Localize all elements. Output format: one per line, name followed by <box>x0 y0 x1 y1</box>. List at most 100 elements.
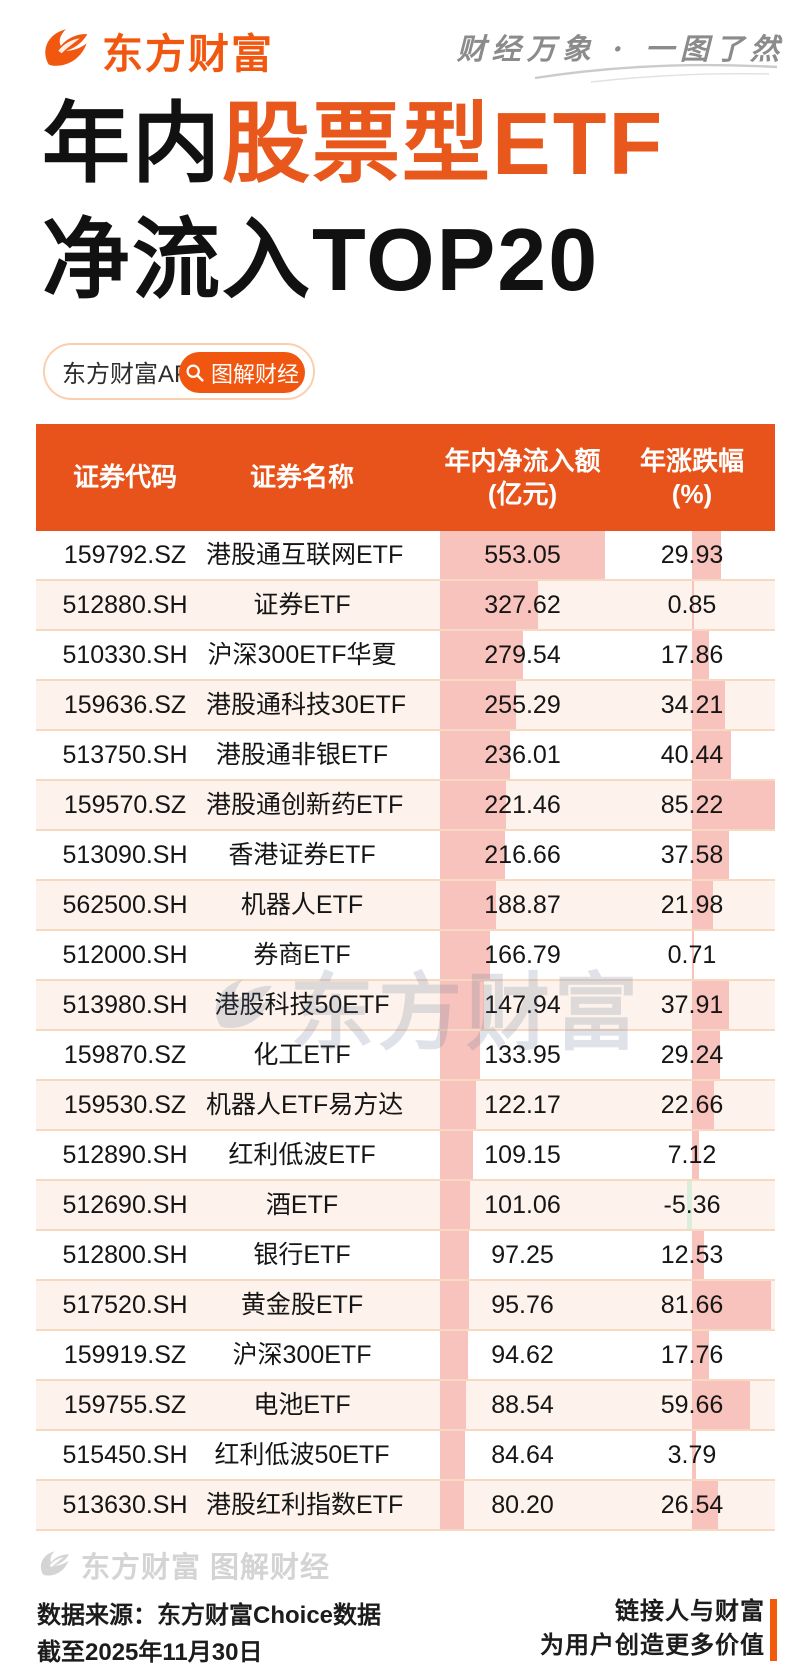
pct-change-bar <box>692 831 729 879</box>
table-row: 159636.SZ 港股通科技30ETF 255.29 34.21 <box>36 681 775 731</box>
header-inflow: 年内净流入额 (亿元) <box>444 445 601 509</box>
table-header: 证券代码 证券名称 年内净流入额 (亿元) 年涨跌幅 (%) <box>36 424 775 531</box>
inflow-value-cell: 97.25 <box>491 1241 554 1269</box>
pct-change-bar <box>692 1281 772 1329</box>
table-row: 159530.SZ 机器人ETF易方达 122.17 22.66 <box>36 1081 775 1131</box>
name-cell: 沪深300ETF <box>232 1341 372 1369</box>
inflow-value-cell: 188.87 <box>484 891 561 919</box>
inflow-bar <box>440 581 538 629</box>
code-cell: 512000.SH <box>62 941 188 969</box>
name-cell: 香港证券ETF <box>228 841 376 869</box>
etf-table: 证券代码 证券名称 年内净流入额 (亿元) 年涨跌幅 (%) 159792.SZ 港股… <box>36 424 775 1531</box>
inflow-value-cell: 221.46 <box>484 791 561 819</box>
app-promo-pill[interactable]: 东方财富APP 图解财经 <box>43 343 315 400</box>
code-cell: 159870.SZ <box>63 1041 187 1069</box>
pct-value-cell: 29.24 <box>660 1041 724 1069</box>
table-row: 512000.SH 券商ETF 166.79 0.71 <box>36 931 775 981</box>
code-cell: 159919.SZ <box>63 1341 187 1369</box>
table-row: 515450.SH 红利低波50ETF 84.64 3.79 <box>36 1431 775 1481</box>
pct-change-bar <box>692 781 775 829</box>
table-row: 512880.SH 证券ETF 327.62 0.85 <box>36 581 775 631</box>
name-cell: 黄金股ETF <box>240 1291 364 1319</box>
pct-value-cell: 12.53 <box>660 1241 724 1269</box>
code-cell: 513630.SH <box>62 1491 188 1519</box>
name-cell: 机器人ETF <box>240 891 364 919</box>
eastmoney-leaf-icon <box>40 1551 69 1576</box>
inflow-bar <box>440 1081 477 1129</box>
data-source: 数据来源：东方财富Choice数据 截至2025年11月30日 <box>37 1597 381 1671</box>
inflow-bar <box>440 681 517 729</box>
table-row: 159792.SZ 港股通互联网ETF 553.05 29.93 <box>36 531 775 581</box>
code-cell: 512890.SH <box>62 1141 188 1169</box>
name-cell: 化工ETF <box>253 1041 351 1069</box>
name-cell: 酒ETF <box>265 1191 339 1219</box>
pct-change-bar <box>692 631 710 679</box>
name-cell: 机器人ETF易方达 <box>206 1091 404 1119</box>
inflow-value-cell: 553.05 <box>484 541 561 569</box>
pct-change-bar <box>692 581 694 629</box>
name-cell: 港股通科技30ETF <box>206 691 407 719</box>
pct-change-bar <box>692 1231 705 1279</box>
pct-value-cell: 22.66 <box>660 1091 724 1119</box>
pct-change-bar <box>692 1131 699 1179</box>
name-cell: 沪深300ETF华夏 <box>207 641 397 669</box>
name-cell: 港股通创新药ETF <box>206 791 404 819</box>
inflow-bar <box>440 531 605 579</box>
pct-change-bar <box>692 1031 721 1079</box>
pct-value-cell: 7.12 <box>667 1141 717 1169</box>
table-row: 513090.SH 香港证券ETF 216.66 37.58 <box>36 831 775 881</box>
code-cell: 515450.SH <box>62 1441 188 1469</box>
code-cell: 159530.SZ <box>63 1091 187 1119</box>
code-cell: 513750.SH <box>62 741 188 769</box>
pct-value-cell: 40.44 <box>660 741 724 769</box>
pct-value-cell: 0.71 <box>667 941 717 969</box>
inflow-value-cell: 109.15 <box>484 1141 561 1169</box>
slogan-accent-bar <box>770 1599 777 1661</box>
inflow-bar <box>440 981 485 1029</box>
footer-watermark-text: 东方财富 图解财经 <box>81 1552 331 1584</box>
inflow-bar <box>440 631 524 679</box>
inflow-bar <box>440 1181 471 1229</box>
inflow-value-cell: 84.64 <box>491 1441 554 1469</box>
pct-value-cell: 37.91 <box>660 991 724 1019</box>
pct-change-bar <box>692 1331 710 1379</box>
slogan-line1: 链接人与财富 <box>615 1598 765 1625</box>
table-row: 512690.SH 酒ETF 101.06 -5.36 <box>36 1181 775 1231</box>
inflow-bar <box>440 1231 469 1279</box>
pct-value-cell: 3.79 <box>667 1441 717 1469</box>
pct-change-bar <box>692 981 729 1029</box>
name-cell: 港股通非银ETF <box>215 741 389 769</box>
inflow-bar <box>440 1331 469 1379</box>
inflow-bar <box>440 1281 469 1329</box>
code-cell: 512800.SH <box>62 1241 188 1269</box>
brand-logo: 东方财富 <box>38 20 274 80</box>
brand-tagline: 财经万象 · 一图了然 <box>456 32 785 66</box>
pct-change-bar <box>692 731 732 779</box>
data-source-line1: 数据来源：东方财富Choice数据 <box>37 1602 382 1629</box>
table-row: 513980.SH 港股科技50ETF 147.94 37.91 <box>36 981 775 1031</box>
search-icon <box>186 363 204 382</box>
header-name: 证券名称 <box>249 462 354 492</box>
code-cell: 159755.SZ <box>63 1391 187 1419</box>
pct-change-bar <box>692 881 714 929</box>
slogan-line2: 为用户创造更多价值 <box>540 1632 765 1659</box>
data-source-line2: 截至2025年11月30日 <box>37 1639 263 1666</box>
name-cell: 港股红利指数ETF <box>206 1491 404 1519</box>
inflow-bar <box>440 1431 466 1479</box>
inflow-value-cell: 122.17 <box>484 1091 561 1119</box>
pct-change-bar <box>686 1181 692 1229</box>
pct-value-cell: 17.86 <box>660 641 724 669</box>
footer-watermark: 东方财富 图解财经 <box>36 1544 330 1586</box>
tujie-caijing-button[interactable]: 图解财经 <box>179 352 305 393</box>
code-cell: 510330.SH <box>62 641 188 669</box>
pct-change-bar <box>692 1481 718 1529</box>
inflow-value-cell: 279.54 <box>484 641 561 669</box>
pct-value-cell: 21.98 <box>660 891 724 919</box>
inflow-value-cell: 236.01 <box>484 741 561 769</box>
name-cell: 港股通互联网ETF <box>206 541 404 569</box>
table-row: 517520.SH 黄金股ETF 95.76 81.66 <box>36 1281 775 1331</box>
pct-value-cell: 59.66 <box>660 1391 724 1419</box>
page-title-line1: 年内股票型ETF <box>42 86 664 202</box>
company-slogan: 链接人与财富 为用户创造更多价值 <box>540 1595 765 1663</box>
pct-change-bar <box>692 931 694 979</box>
